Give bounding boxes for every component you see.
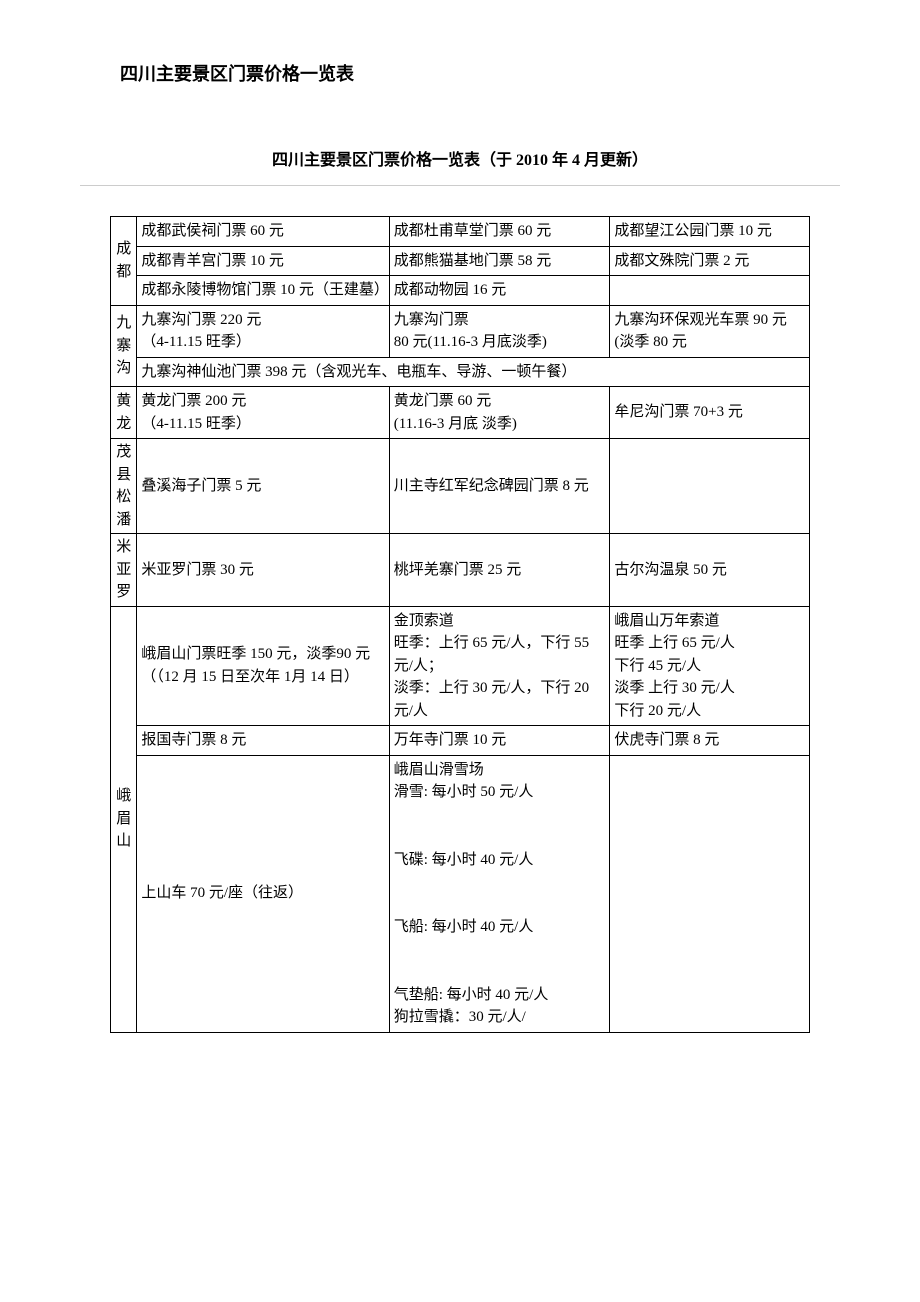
cell: 峨眉山门票旺季 150 元，淡季90 元（（12 月 15 日至次年 1月 14… [137, 606, 389, 726]
table-row: 黄龙 黄龙门票 200 元（4-11.15 旺季） 黄龙门票 60 元(11.1… [111, 387, 810, 439]
subtitle: 四川主要景区门票价格一览表（于 2010 年 4 月更新） [80, 146, 840, 170]
cell: 伏虎寺门票 8 元 [610, 726, 810, 756]
cell: 金顶索道旺季：上行 65 元/人，下行 55 元/人；淡季：上行 30 元/人，… [389, 606, 610, 726]
region-emeishan: 峨眉山 [111, 606, 137, 1032]
table-row: 成都 成都武侯祠门票 60 元 成都杜甫草堂门票 60 元 成都望江公园门票 1… [111, 217, 810, 247]
table-row: 成都永陵博物馆门票 10 元（王建墓） 成都动物园 16 元 [111, 276, 810, 306]
cell: 牟尼沟门票 70+3 元 [610, 387, 810, 439]
table-row: 九寨沟 九寨沟门票 220 元（4-11.15 旺季） 九寨沟门票80 元(11… [111, 305, 810, 357]
cell: 报国寺门票 8 元 [137, 726, 389, 756]
cell: 成都永陵博物馆门票 10 元（王建墓） [137, 276, 389, 306]
cell: 成都望江公园门票 10 元 [610, 217, 810, 247]
cell: 川主寺红军纪念碑园门票 8 元 [389, 439, 610, 534]
table-row: 茂县松潘 叠溪海子门票 5 元 川主寺红军纪念碑园门票 8 元 [111, 439, 810, 534]
cell [610, 755, 810, 1032]
cell: 九寨沟门票80 元(11.16-3 月底淡季) [389, 305, 610, 357]
table-row: 上山车 70 元/座（往返） 峨眉山滑雪场滑雪: 每小时 50 元/人飞碟: 每… [111, 755, 810, 1032]
cell: 成都武侯祠门票 60 元 [137, 217, 389, 247]
table-row: 米亚罗 米亚罗门票 30 元 桃坪羌寨门票 25 元 古尔沟温泉 50 元 [111, 534, 810, 607]
cell: 叠溪海子门票 5 元 [137, 439, 389, 534]
cell [610, 439, 810, 534]
cell [610, 276, 810, 306]
table-row: 成都青羊宫门票 10 元 成都熊猫基地门票 58 元 成都文殊院门票 2 元 [111, 246, 810, 276]
region-maoxian: 茂县松潘 [111, 439, 137, 534]
table-row: 报国寺门票 8 元 万年寺门票 10 元 伏虎寺门票 8 元 [111, 726, 810, 756]
cell: 成都熊猫基地门票 58 元 [389, 246, 610, 276]
cell: 峨眉山万年索道旺季 上行 65 元/人下行 45 元/人淡季 上行 30 元/人… [610, 606, 810, 726]
cell: 上山车 70 元/座（往返） [137, 755, 389, 1032]
region-huanglong: 黄龙 [111, 387, 137, 439]
cell: 米亚罗门票 30 元 [137, 534, 389, 607]
cell: 黄龙门票 200 元（4-11.15 旺季） [137, 387, 389, 439]
cell: 九寨沟环保观光车票 90 元(淡季 80 元 [610, 305, 810, 357]
cell: 黄龙门票 60 元(11.16-3 月底 淡季) [389, 387, 610, 439]
cell: 成都青羊宫门票 10 元 [137, 246, 389, 276]
table-row: 九寨沟神仙池门票 398 元（含观光车、电瓶车、导游、一顿午餐） [111, 357, 810, 387]
cell: 古尔沟温泉 50 元 [610, 534, 810, 607]
page-title: 四川主要景区门票价格一览表 [80, 60, 840, 86]
cell: 成都杜甫草堂门票 60 元 [389, 217, 610, 247]
price-table: 成都 成都武侯祠门票 60 元 成都杜甫草堂门票 60 元 成都望江公园门票 1… [110, 216, 810, 1033]
cell: 九寨沟门票 220 元（4-11.15 旺季） [137, 305, 389, 357]
cell: 成都文殊院门票 2 元 [610, 246, 810, 276]
table-row: 峨眉山 峨眉山门票旺季 150 元，淡季90 元（（12 月 15 日至次年 1… [111, 606, 810, 726]
cell: 峨眉山滑雪场滑雪: 每小时 50 元/人飞碟: 每小时 40 元/人飞船: 每小… [389, 755, 610, 1032]
region-chengdu: 成都 [111, 217, 137, 306]
region-miyaluo: 米亚罗 [111, 534, 137, 607]
divider [80, 185, 840, 186]
cell: 桃坪羌寨门票 25 元 [389, 534, 610, 607]
cell: 九寨沟神仙池门票 398 元（含观光车、电瓶车、导游、一顿午餐） [137, 357, 810, 387]
cell: 万年寺门票 10 元 [389, 726, 610, 756]
region-jiuzhaigou: 九寨沟 [111, 305, 137, 387]
cell: 成都动物园 16 元 [389, 276, 610, 306]
